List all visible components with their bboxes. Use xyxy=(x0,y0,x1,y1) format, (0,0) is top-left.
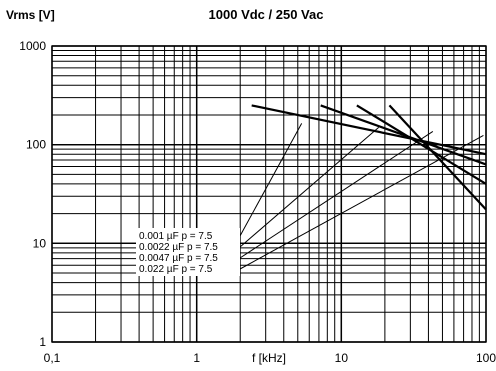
legend-entry: 0.001 µF p = 7.5 xyxy=(139,231,213,242)
series-line xyxy=(356,104,487,185)
series-line xyxy=(251,104,487,156)
x-tick-label: 10 xyxy=(335,351,349,365)
legend-entry: 0.022 µF p = 7.5 xyxy=(139,264,213,275)
legend-leader-line xyxy=(239,127,380,248)
legend-entry: 0.0022 µF p = 7.5 xyxy=(139,242,218,253)
series-line xyxy=(388,104,487,211)
x-tick-label: 100 xyxy=(476,351,496,365)
y-axis-label: Vrms [V] xyxy=(6,8,55,22)
y-tick-label: 10 xyxy=(33,236,47,250)
grid xyxy=(51,45,487,343)
legend-entry: 0.0047 µF p = 7.5 xyxy=(139,253,218,264)
x-tick-label: 0,1 xyxy=(44,351,61,365)
x-tick-label: 1 xyxy=(193,351,200,365)
legend-box xyxy=(136,228,240,276)
y-tick-label: 100 xyxy=(26,138,46,152)
x-axis-label: f [kHz] xyxy=(252,351,286,365)
tick-labels: 0,1 1 10 100 1 10 100 1000 xyxy=(19,39,496,365)
series-lines xyxy=(239,104,487,270)
chart-title: 1000 Vdc / 250 Vac xyxy=(209,7,324,22)
legend-leader-line xyxy=(239,130,434,259)
legend-leader-line xyxy=(239,123,303,237)
y-tick-label: 1000 xyxy=(19,39,46,53)
y-tick-label: 1 xyxy=(39,335,46,349)
plot-frame xyxy=(51,45,487,343)
legend-leader-line xyxy=(239,134,484,270)
legend: 0.001 µF p = 7.50.0022 µF p = 7.50.0047 … xyxy=(139,231,218,275)
